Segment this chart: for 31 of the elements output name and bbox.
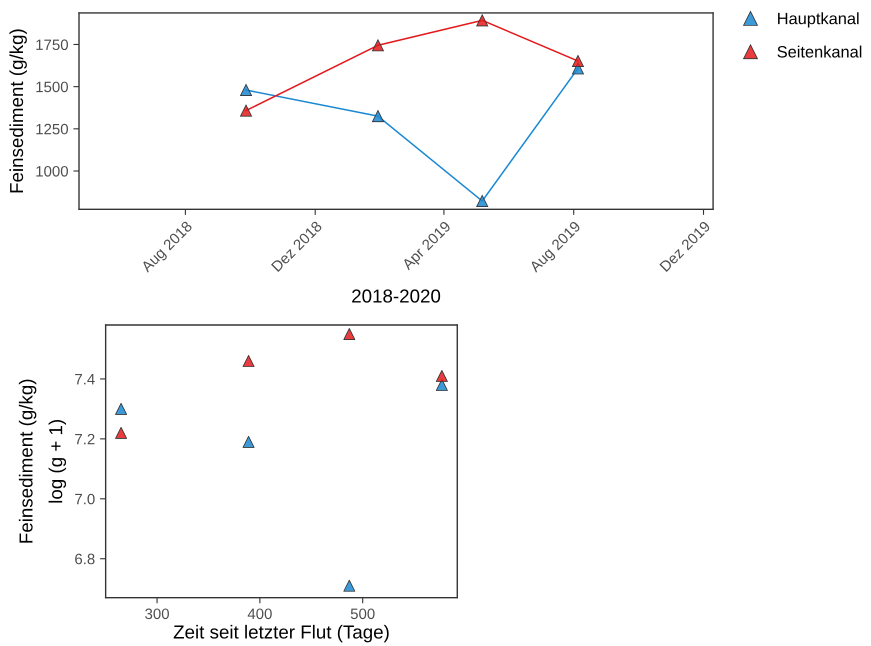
y-tick-label: 1250: [36, 124, 68, 134]
y-axis-title: Feinsediment (g/kg) log (g + 1): [18, 380, 66, 543]
x-tick-label: 300: [145, 608, 169, 620]
point: [372, 39, 384, 52]
point: [242, 436, 255, 448]
y-tick-label: 7.4: [75, 374, 95, 384]
x-axis-title: Zeit seit letzter Flut (Tage): [174, 624, 389, 642]
point: [343, 328, 356, 340]
point: [115, 402, 128, 415]
point: [436, 370, 448, 382]
point: [343, 580, 356, 592]
point: [372, 110, 384, 122]
point: [115, 426, 128, 439]
point: [476, 14, 488, 26]
y-tick-label: 7.2: [75, 434, 94, 444]
point: [240, 84, 252, 96]
legend-label: Hauptkanal: [778, 12, 859, 28]
x-axis-title: 2018-2020: [352, 289, 440, 303]
point: [240, 104, 252, 117]
legend-label: Seitenkanal: [777, 46, 862, 58]
y-tick-label: 1500: [36, 82, 68, 92]
y-tick-label: 1750: [36, 39, 68, 50]
y-tick-label: 1000: [36, 166, 68, 177]
y-axis-title: Feinsediment (g/kg): [9, 29, 27, 192]
x-tick-label: 500: [350, 608, 375, 620]
point: [242, 354, 255, 367]
x-tick-label: 400: [248, 608, 272, 620]
y-tick-label: 7.0: [75, 494, 95, 504]
point: [572, 55, 584, 67]
y-tick-label: 6.8: [75, 554, 95, 564]
point: [476, 195, 488, 208]
